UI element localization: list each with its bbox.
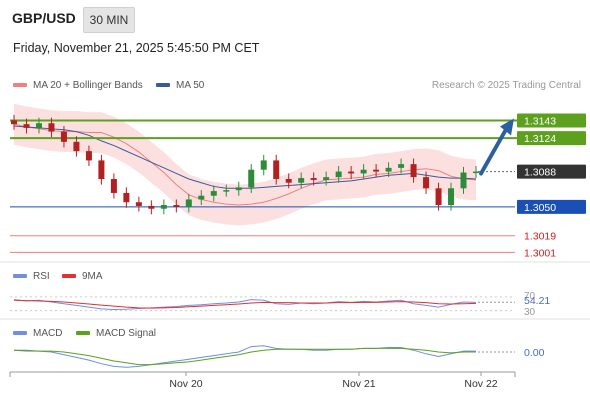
rsi-level-low: 30 (524, 307, 536, 318)
symbol-title: GBP/USD (12, 10, 76, 26)
candle (110, 179, 117, 193)
candle (310, 178, 317, 180)
candle (148, 205, 155, 209)
candle (23, 124, 30, 128)
candle (48, 123, 55, 132)
candle (260, 160, 267, 170)
candle (410, 164, 417, 178)
candle (473, 171, 479, 174)
bollinger-legend-label: MA 20 + Bollinger Bands (33, 80, 143, 91)
legend-macd: MACD (13, 328, 62, 339)
candle (173, 205, 180, 207)
target-arrow-group (479, 118, 514, 176)
macd-line (13, 345, 476, 368)
timeframe-badge[interactable]: 30 MIN (83, 7, 135, 33)
candle (423, 177, 430, 189)
candle (185, 199, 192, 207)
rsi-ma-legend-label: 9MA (82, 271, 103, 282)
ma50-line (13, 125, 477, 189)
candle (398, 164, 405, 168)
candles-group (11, 114, 479, 215)
level-label: 1.3143 (524, 115, 556, 127)
rsi-line (13, 299, 477, 311)
legend-ma50: MA 50 (156, 80, 204, 91)
candle (285, 179, 292, 183)
datetime-label: Friday, November 21, 2025 5:45:50 PM CET (13, 41, 260, 55)
level-label: 1.3019 (524, 231, 556, 243)
rsi-legend-label: RSI (33, 271, 50, 282)
candle (385, 167, 392, 172)
credit-label: Research © 2025 Trading Central (431, 80, 581, 91)
macd-signal-swatch (76, 331, 90, 336)
macd-value-label: 0.00 (524, 347, 545, 359)
candle (135, 202, 142, 206)
candle (210, 191, 217, 196)
legend-macd-signal: MACD Signal (76, 328, 156, 339)
macd-signal-line (14, 347, 476, 366)
level-label: 1.3124 (524, 133, 556, 145)
candle (435, 188, 442, 206)
level-label-box (517, 113, 586, 128)
ma50-swatch (156, 83, 170, 88)
candle (323, 177, 330, 180)
target-arrow-shaft (479, 127, 508, 176)
x-tick-label: Nov 22 (464, 378, 497, 390)
candle (223, 190, 230, 192)
macd-swatch (13, 331, 27, 336)
macd-legend-label: MACD (33, 328, 63, 339)
level-label: 1.3001 (524, 247, 556, 259)
candle (35, 123, 42, 128)
x-tick-label: Nov 20 (169, 378, 202, 390)
candle (198, 195, 205, 200)
candle (235, 187, 242, 191)
header: GBP/USD 30 MIN (0, 0, 590, 34)
candle (248, 169, 255, 188)
candle (73, 141, 80, 152)
candle (335, 171, 342, 178)
candle (298, 178, 305, 183)
rsi-level-high: 70 (524, 291, 536, 302)
macd-signal-legend-label: MACD Signal (96, 328, 157, 339)
level-label: 1.3050 (524, 202, 556, 214)
legend-bollinger: MA 20 + Bollinger Bands (13, 80, 143, 91)
target-arrowhead (500, 118, 514, 136)
candle (123, 192, 130, 203)
moving-averages-group (13, 123, 477, 206)
ma20-line (13, 123, 477, 206)
level-label-box (517, 164, 586, 179)
rsi-panel: 70 30 54.21 (10, 291, 550, 318)
candle (98, 160, 105, 179)
level-label: 1.3088 (524, 167, 556, 179)
legend-rsi: RSI (13, 271, 50, 282)
x-tick-labels: Nov 20 Nov 21 Nov 22 (169, 372, 498, 390)
legend-rsi-ma: 9MA (62, 271, 103, 282)
candle (460, 172, 467, 189)
candle (11, 120, 17, 125)
rsi-ma-line (13, 299, 477, 309)
candle (373, 169, 380, 172)
candle (348, 171, 355, 174)
rsi-value-label: 54.21 (524, 295, 550, 307)
candle (448, 188, 455, 206)
bollinger-band (14, 103, 476, 226)
macd-panel: 0.00 (13, 345, 545, 368)
rsi-swatch (13, 274, 27, 279)
levels-group: 1.3143 1.3124 1.3088 1.3050 1.3019 1.3001 (10, 113, 586, 259)
candle (85, 151, 92, 161)
candle (273, 160, 280, 179)
candle (60, 131, 67, 142)
rsi-ma-swatch (62, 274, 76, 279)
level-label-box (517, 199, 586, 214)
bollinger-band-group (14, 103, 476, 226)
candle (160, 205, 167, 209)
candle (360, 169, 367, 174)
level-label-box (517, 131, 586, 146)
bollinger-swatch (13, 83, 27, 88)
x-tick-label: Nov 21 (342, 378, 375, 390)
ma50-legend-label: MA 50 (176, 80, 205, 91)
